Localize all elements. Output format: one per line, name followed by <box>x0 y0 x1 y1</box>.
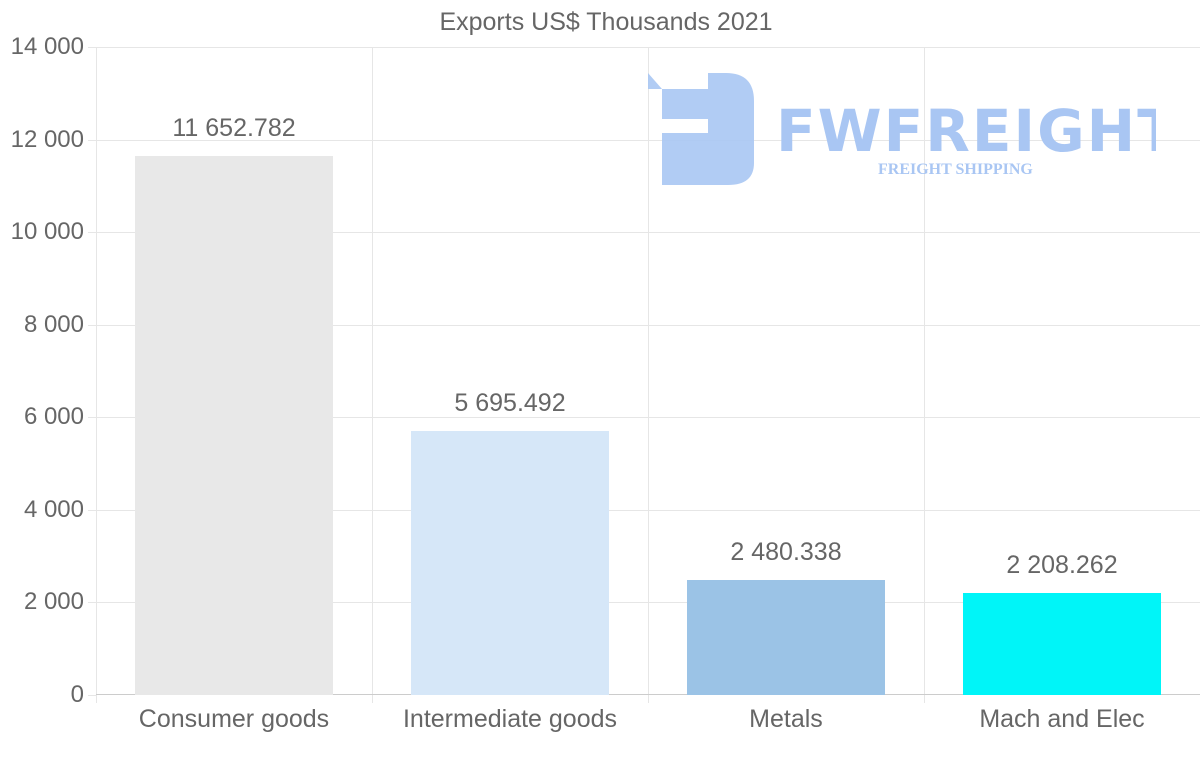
bar-metals[interactable] <box>687 580 885 695</box>
y-tick-mark <box>88 695 96 696</box>
x-gridline <box>96 47 97 703</box>
y-tick-label: 0 <box>70 681 84 708</box>
bar-intermediate-goods[interactable] <box>411 431 609 695</box>
y-tick-label: 12 000 <box>10 125 84 153</box>
x-gridline <box>648 47 649 703</box>
x-gridline <box>924 47 925 703</box>
bar-mach-and-elec[interactable] <box>963 592 1161 695</box>
bar-value-label: 11 652.782 <box>172 113 296 142</box>
y-tick-mark <box>88 324 96 326</box>
x-tick-label: Metals <box>749 705 823 733</box>
x-tick-label: Consumer goods <box>138 705 330 733</box>
y-tick-label: 8 000 <box>23 310 84 338</box>
y-tick-label: 4 000 <box>23 495 84 523</box>
chart-title: Exports US$ Thousands 2021 <box>439 8 773 36</box>
y-tick-mark <box>88 232 96 234</box>
bar-value-label: 5 695.492 <box>454 389 566 418</box>
x-tick-label: Mach and Elec <box>979 705 1145 733</box>
y-tick-mark <box>88 47 96 48</box>
x-axis-line <box>96 694 1200 695</box>
y-tick-label: 10 000 <box>10 218 84 246</box>
y-tick-mark <box>88 509 96 511</box>
y-tick-label: 14 000 <box>10 33 84 60</box>
y-tick-mark <box>88 139 96 141</box>
y-tick-mark <box>88 602 96 604</box>
y-tick-label: 2 000 <box>23 588 84 616</box>
bar-value-label: 2 208.262 <box>1006 550 1118 579</box>
y-tick-mark <box>88 417 96 419</box>
bar-consumer-goods[interactable] <box>135 155 333 695</box>
x-tick-label: Intermediate goods <box>402 705 618 733</box>
plot-area: 11 652.782 5 695.492 2 480.338 2 208.262 <box>88 47 1200 703</box>
bar-value-label: 2 480.338 <box>730 538 842 567</box>
x-gridline <box>372 47 373 703</box>
y-tick-label: 6 000 <box>23 403 84 431</box>
